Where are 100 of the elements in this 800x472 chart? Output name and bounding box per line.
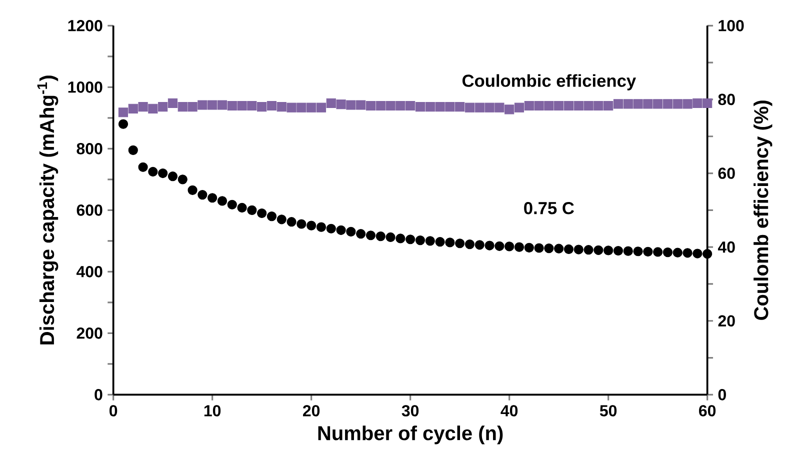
series-label: Coulombic efficiency: [462, 74, 636, 90]
point: [276, 102, 286, 112]
y2-tick-label: 100: [718, 20, 744, 32]
point: [316, 222, 326, 232]
y-tick-label: 200: [76, 328, 102, 339]
point: [613, 246, 624, 256]
point: [435, 237, 445, 247]
point: [217, 196, 228, 206]
point: [415, 236, 426, 246]
point: [237, 100, 247, 111]
point: [484, 102, 494, 112]
point: [286, 102, 296, 112]
point: [376, 100, 386, 111]
point: [396, 234, 406, 244]
point: [504, 104, 514, 114]
point: [247, 100, 257, 111]
point: [286, 217, 296, 227]
point: [425, 236, 435, 246]
point: [326, 224, 336, 234]
point: [564, 100, 574, 111]
point: [494, 241, 504, 251]
point: [544, 243, 554, 254]
point: [178, 174, 188, 184]
point: [296, 102, 306, 112]
point: [574, 244, 584, 254]
point: [118, 108, 128, 118]
point: [227, 100, 237, 111]
point: [336, 99, 346, 110]
point: [188, 185, 198, 195]
y-axis-title: Discharge capacity (mAhg$^{-1}$): [37, 76, 58, 344]
point: [237, 202, 247, 213]
point: [653, 99, 663, 109]
point: [672, 99, 682, 109]
point: [118, 119, 128, 129]
point: [178, 102, 188, 112]
y-tick-label: 1000: [68, 82, 102, 93]
point: [445, 102, 455, 112]
y2-tick-label: 0: [718, 389, 726, 400]
point: [276, 214, 286, 224]
point: [306, 220, 316, 230]
point: [366, 100, 376, 111]
point: [484, 240, 494, 250]
point: [633, 99, 643, 109]
point: [138, 102, 148, 112]
point: [692, 248, 702, 258]
x-tick-label: 40: [500, 405, 518, 416]
point: [623, 246, 633, 256]
point: [514, 102, 524, 112]
y2-tick-label: 20: [718, 315, 735, 327]
point: [257, 102, 267, 112]
x-axis-title: Number of cycle (n): [318, 426, 503, 444]
point: [158, 168, 168, 178]
y-tick-label: 0: [94, 389, 102, 400]
point: [692, 98, 702, 108]
point: [564, 244, 574, 254]
point: [406, 100, 416, 111]
point: [386, 100, 396, 111]
point: [356, 100, 366, 110]
y2-axis-title: Coulomb efficiency (%): [754, 100, 772, 320]
y2-tick-label: 60: [718, 168, 735, 179]
point: [494, 102, 504, 112]
point: [662, 99, 673, 109]
point: [534, 100, 544, 111]
point: [208, 100, 218, 110]
x-tick-label: 50: [600, 405, 617, 416]
point: [584, 245, 594, 255]
point: [594, 245, 604, 255]
point: [356, 229, 366, 239]
point: [148, 104, 158, 114]
point: [198, 190, 208, 200]
point: [464, 239, 475, 250]
point: [682, 99, 692, 109]
point: [128, 145, 138, 156]
point: [445, 238, 455, 248]
point: [623, 99, 633, 109]
y-tick-label: 400: [76, 266, 102, 278]
point: [534, 243, 544, 253]
point: [198, 100, 208, 110]
point: [266, 100, 277, 111]
point: [346, 226, 356, 236]
point: [326, 98, 336, 108]
point: [148, 166, 158, 177]
point: [662, 247, 673, 258]
series-label: 0.75 C: [524, 202, 574, 214]
point: [227, 200, 237, 210]
point: [247, 205, 257, 215]
point: [604, 246, 614, 256]
y-tick-label: 800: [76, 143, 102, 154]
point: [386, 232, 396, 242]
point: [266, 212, 277, 222]
point: [464, 102, 475, 112]
point: [188, 102, 198, 112]
point: [554, 244, 564, 254]
point: [574, 100, 584, 111]
x-tick-label: 10: [204, 405, 221, 416]
point: [613, 99, 624, 109]
point: [504, 242, 514, 252]
point: [217, 100, 228, 110]
point: [682, 248, 692, 258]
point: [524, 100, 534, 111]
